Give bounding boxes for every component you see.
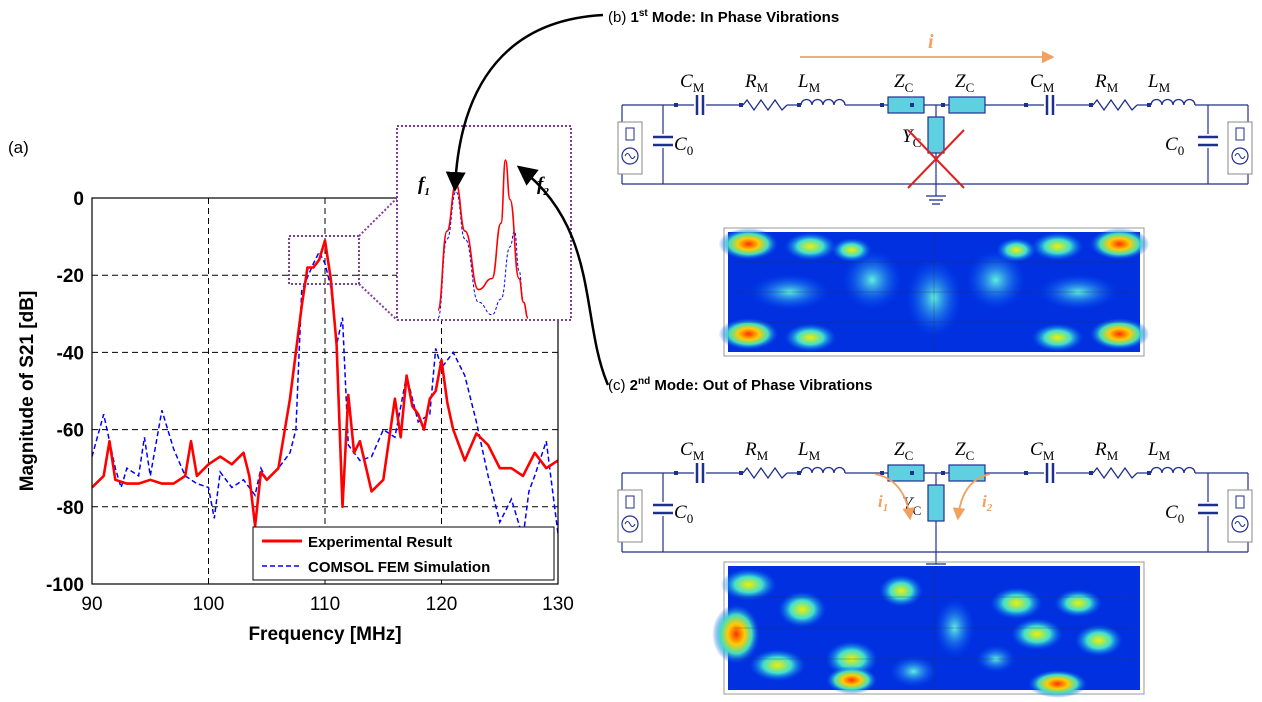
current-arrow-i2: [952, 473, 991, 521]
chart-series: [92, 239, 558, 538]
current-label-i: i: [928, 31, 934, 53]
label-cm: CM: [1030, 71, 1055, 95]
label-rm: RM: [744, 71, 769, 95]
label-zc: ZC: [955, 439, 974, 463]
label-lm: LM: [1147, 71, 1171, 95]
zoom-connector-top: [358, 197, 398, 237]
inductor-lm-left: [800, 98, 846, 106]
label-rm: RM: [1094, 71, 1119, 95]
resistor-rm-right: [1092, 98, 1138, 112]
shunt-cross-b: [907, 129, 965, 189]
series-experimental: [92, 239, 558, 528]
label-zc: ZC: [894, 71, 913, 95]
label-c0: C0: [1165, 502, 1184, 526]
impedance-zc-left: [887, 464, 925, 482]
inductor-lm-left: [800, 466, 846, 474]
admittance-yc: [927, 484, 945, 522]
x-tick-label: 100: [193, 594, 225, 615]
current-arrow-i1: [874, 473, 915, 521]
impedance-zc-right: [948, 464, 986, 482]
x-ticks: 90 100 110 120 130: [81, 594, 573, 615]
admittance-yc: [927, 116, 945, 154]
resistor-rm-right: [1092, 466, 1138, 480]
y-ticks: 0 -20 -40 -60 -80 -100: [46, 189, 84, 596]
y-tick-label: 0: [73, 189, 84, 210]
x-axis-label: Frequency [MHz]: [248, 624, 401, 645]
panel-c-title: (c) 2nd Mode: Out of Phase Vibrations: [608, 376, 872, 394]
arrow-to-mode1: [445, 13, 604, 192]
x-tick-label: 130: [542, 594, 574, 615]
legend-item-experimental: Experimental Result: [308, 534, 452, 551]
y-tick-label: -60: [57, 421, 84, 442]
circuit-mode1: CM CM RM RM LM LM ZC ZC YC C0 C0: [617, 71, 1253, 205]
current-label-i1: i1: [878, 492, 888, 514]
label-rm: RM: [744, 439, 769, 463]
f1-label: f1: [418, 174, 430, 198]
mode1-shape-image: [718, 227, 1150, 357]
label-cm: CM: [1030, 439, 1055, 463]
label-cm: CM: [680, 71, 705, 95]
label-lm: LM: [797, 71, 821, 95]
mode2-shape-image: [712, 561, 1145, 698]
legend: Experimental Result COMSOL FEM Simulatio…: [252, 526, 555, 581]
y-axis-label: Magnitude of S21 [dB]: [17, 291, 38, 492]
panel-b-title: (b) 1st Mode: In Phase Vibrations: [608, 8, 839, 26]
inductor-lm-right: [1150, 98, 1196, 106]
impedance-zc-left: [887, 96, 925, 114]
zoom-connector-bottom: [358, 283, 398, 321]
series-simulation: [92, 250, 558, 538]
label-lm: LM: [1147, 439, 1171, 463]
label-lm: LM: [797, 439, 821, 463]
x-tick-label: 90: [81, 594, 102, 615]
label-zc: ZC: [955, 71, 974, 95]
panel-a-label: (a): [8, 138, 29, 157]
legend-item-simulation: COMSOL FEM Simulation: [308, 559, 490, 576]
resistor-rm-left: [742, 98, 788, 112]
zoom-box: [288, 235, 360, 285]
y-tick-label: -100: [46, 575, 84, 596]
label-zc: ZC: [894, 439, 913, 463]
label-c0: C0: [674, 134, 693, 158]
x-tick-label: 110: [310, 594, 340, 615]
impedance-zc-right: [948, 96, 986, 114]
x-tick-label: 120: [426, 594, 458, 615]
label-c0: C0: [674, 502, 693, 526]
label-cm: CM: [680, 439, 705, 463]
resistor-rm-left: [742, 466, 788, 480]
inductor-lm-right: [1150, 466, 1196, 474]
y-tick-label: -40: [57, 343, 84, 364]
inset-box: [396, 125, 572, 321]
y-tick-label: -20: [57, 266, 84, 287]
arrow-to-mode2: [516, 165, 610, 386]
label-c0: C0: [1165, 134, 1184, 158]
plot-frame: [91, 197, 559, 585]
y-tick-label: -80: [57, 498, 84, 519]
label-rm: RM: [1094, 439, 1119, 463]
current-label-i2: i2: [982, 492, 993, 514]
label-yc: YC: [902, 126, 921, 150]
